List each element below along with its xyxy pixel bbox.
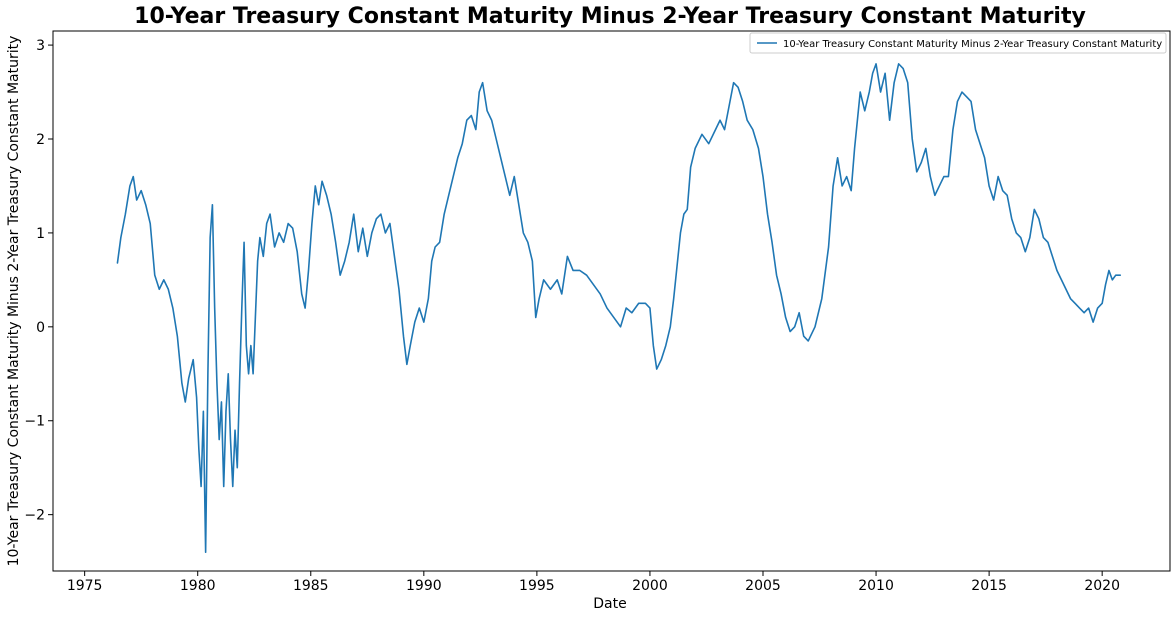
y-tick-label: 3 (36, 38, 45, 54)
y-tick-label: 0 (36, 320, 45, 336)
series-layer (116, 63, 1122, 554)
chart-title: 10-Year Treasury Constant Maturity Minus… (134, 4, 1086, 29)
y-tick-label: 1 (36, 226, 45, 242)
x-tick-label: 2000 (632, 578, 668, 594)
y-tick-label: 2 (36, 132, 45, 148)
plot-frame (52, 30, 1171, 572)
x-tick-label: 1980 (180, 578, 216, 594)
legend-entry-label: 10-Year Treasury Constant Maturity Minus… (783, 39, 1162, 50)
x-axis: 1975 1980 1985 1990 1995 2000 2005 2010 2015 2020 (67, 571, 1120, 594)
x-tick-label: 2015 (971, 578, 1007, 594)
x-tick-label: 2010 (858, 578, 894, 594)
x-tick-label: 1985 (293, 578, 329, 594)
series-line-0 (116, 63, 1122, 554)
x-tick-label: 1975 (67, 578, 103, 594)
x-tick-label: 2005 (745, 578, 781, 594)
y-tick-label: −1 (24, 414, 45, 430)
legend-box (749, 32, 1167, 54)
x-tick-label: 1995 (519, 578, 555, 594)
y-axis: −2 −1 0 1 2 3 (24, 38, 53, 524)
x-tick-label: 2020 (1084, 578, 1120, 594)
x-axis-label: Date (593, 596, 626, 612)
x-tick-label: 1990 (406, 578, 442, 594)
y-axis-label: 10-Year Treasury Constant Maturity Minus… (6, 36, 22, 567)
y-tick-label: −2 (24, 508, 45, 524)
legend: 10-Year Treasury Constant Maturity Minus… (749, 32, 1167, 54)
